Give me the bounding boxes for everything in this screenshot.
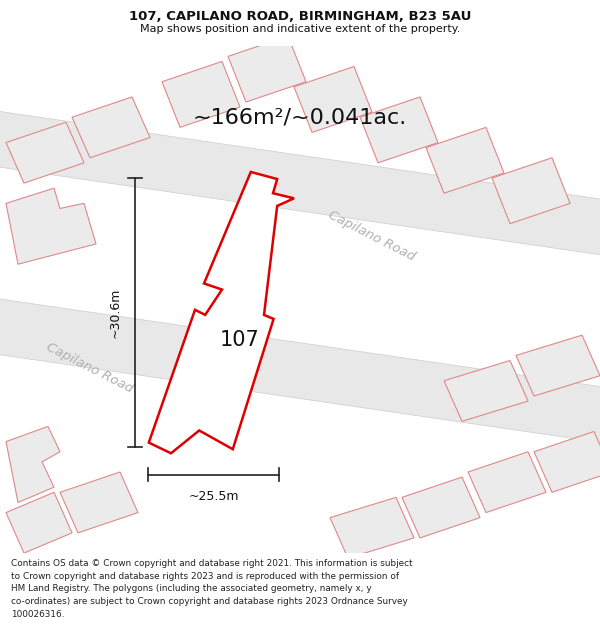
- Text: Contains OS data © Crown copyright and database right 2021. This information is : Contains OS data © Crown copyright and d…: [11, 559, 412, 568]
- Polygon shape: [444, 361, 528, 421]
- Polygon shape: [360, 97, 438, 163]
- Text: Capilano Road: Capilano Road: [326, 209, 418, 264]
- Text: Capilano Road: Capilano Road: [44, 341, 136, 396]
- Text: co-ordinates) are subject to Crown copyright and database rights 2023 Ordnance S: co-ordinates) are subject to Crown copyr…: [11, 598, 407, 606]
- Polygon shape: [162, 61, 240, 127]
- Text: HM Land Registry. The polygons (including the associated geometry, namely x, y: HM Land Registry. The polygons (includin…: [11, 584, 371, 594]
- Text: Map shows position and indicative extent of the property.: Map shows position and indicative extent…: [140, 24, 460, 34]
- Polygon shape: [228, 36, 306, 102]
- Polygon shape: [402, 477, 480, 538]
- Polygon shape: [72, 97, 150, 158]
- Polygon shape: [0, 107, 600, 259]
- Polygon shape: [294, 66, 372, 132]
- Polygon shape: [6, 492, 72, 553]
- Polygon shape: [60, 472, 138, 533]
- Polygon shape: [426, 127, 504, 193]
- Text: 107: 107: [220, 330, 260, 350]
- Text: ~25.5m: ~25.5m: [188, 490, 239, 502]
- Polygon shape: [534, 431, 600, 492]
- Polygon shape: [6, 426, 60, 503]
- Polygon shape: [6, 122, 84, 183]
- Polygon shape: [0, 294, 600, 447]
- Polygon shape: [516, 335, 600, 396]
- Text: ~30.6m: ~30.6m: [109, 287, 122, 338]
- Polygon shape: [468, 452, 546, 512]
- Polygon shape: [149, 172, 294, 453]
- Text: 107, CAPILANO ROAD, BIRMINGHAM, B23 5AU: 107, CAPILANO ROAD, BIRMINGHAM, B23 5AU: [129, 10, 471, 23]
- Polygon shape: [330, 498, 414, 558]
- Polygon shape: [492, 158, 570, 224]
- Text: 100026316.: 100026316.: [11, 610, 64, 619]
- Text: ~166m²/~0.041ac.: ~166m²/~0.041ac.: [193, 107, 407, 127]
- Text: to Crown copyright and database rights 2023 and is reproduced with the permissio: to Crown copyright and database rights 2…: [11, 572, 399, 581]
- Polygon shape: [6, 188, 96, 264]
